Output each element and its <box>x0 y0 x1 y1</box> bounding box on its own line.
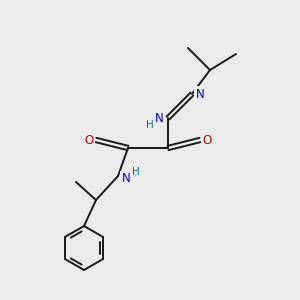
Text: O: O <box>202 134 211 146</box>
Text: O: O <box>84 134 94 146</box>
Text: N: N <box>154 112 164 124</box>
Text: N: N <box>196 88 204 100</box>
Text: H: H <box>132 167 140 177</box>
Text: H: H <box>146 120 154 130</box>
Text: N: N <box>122 172 130 185</box>
